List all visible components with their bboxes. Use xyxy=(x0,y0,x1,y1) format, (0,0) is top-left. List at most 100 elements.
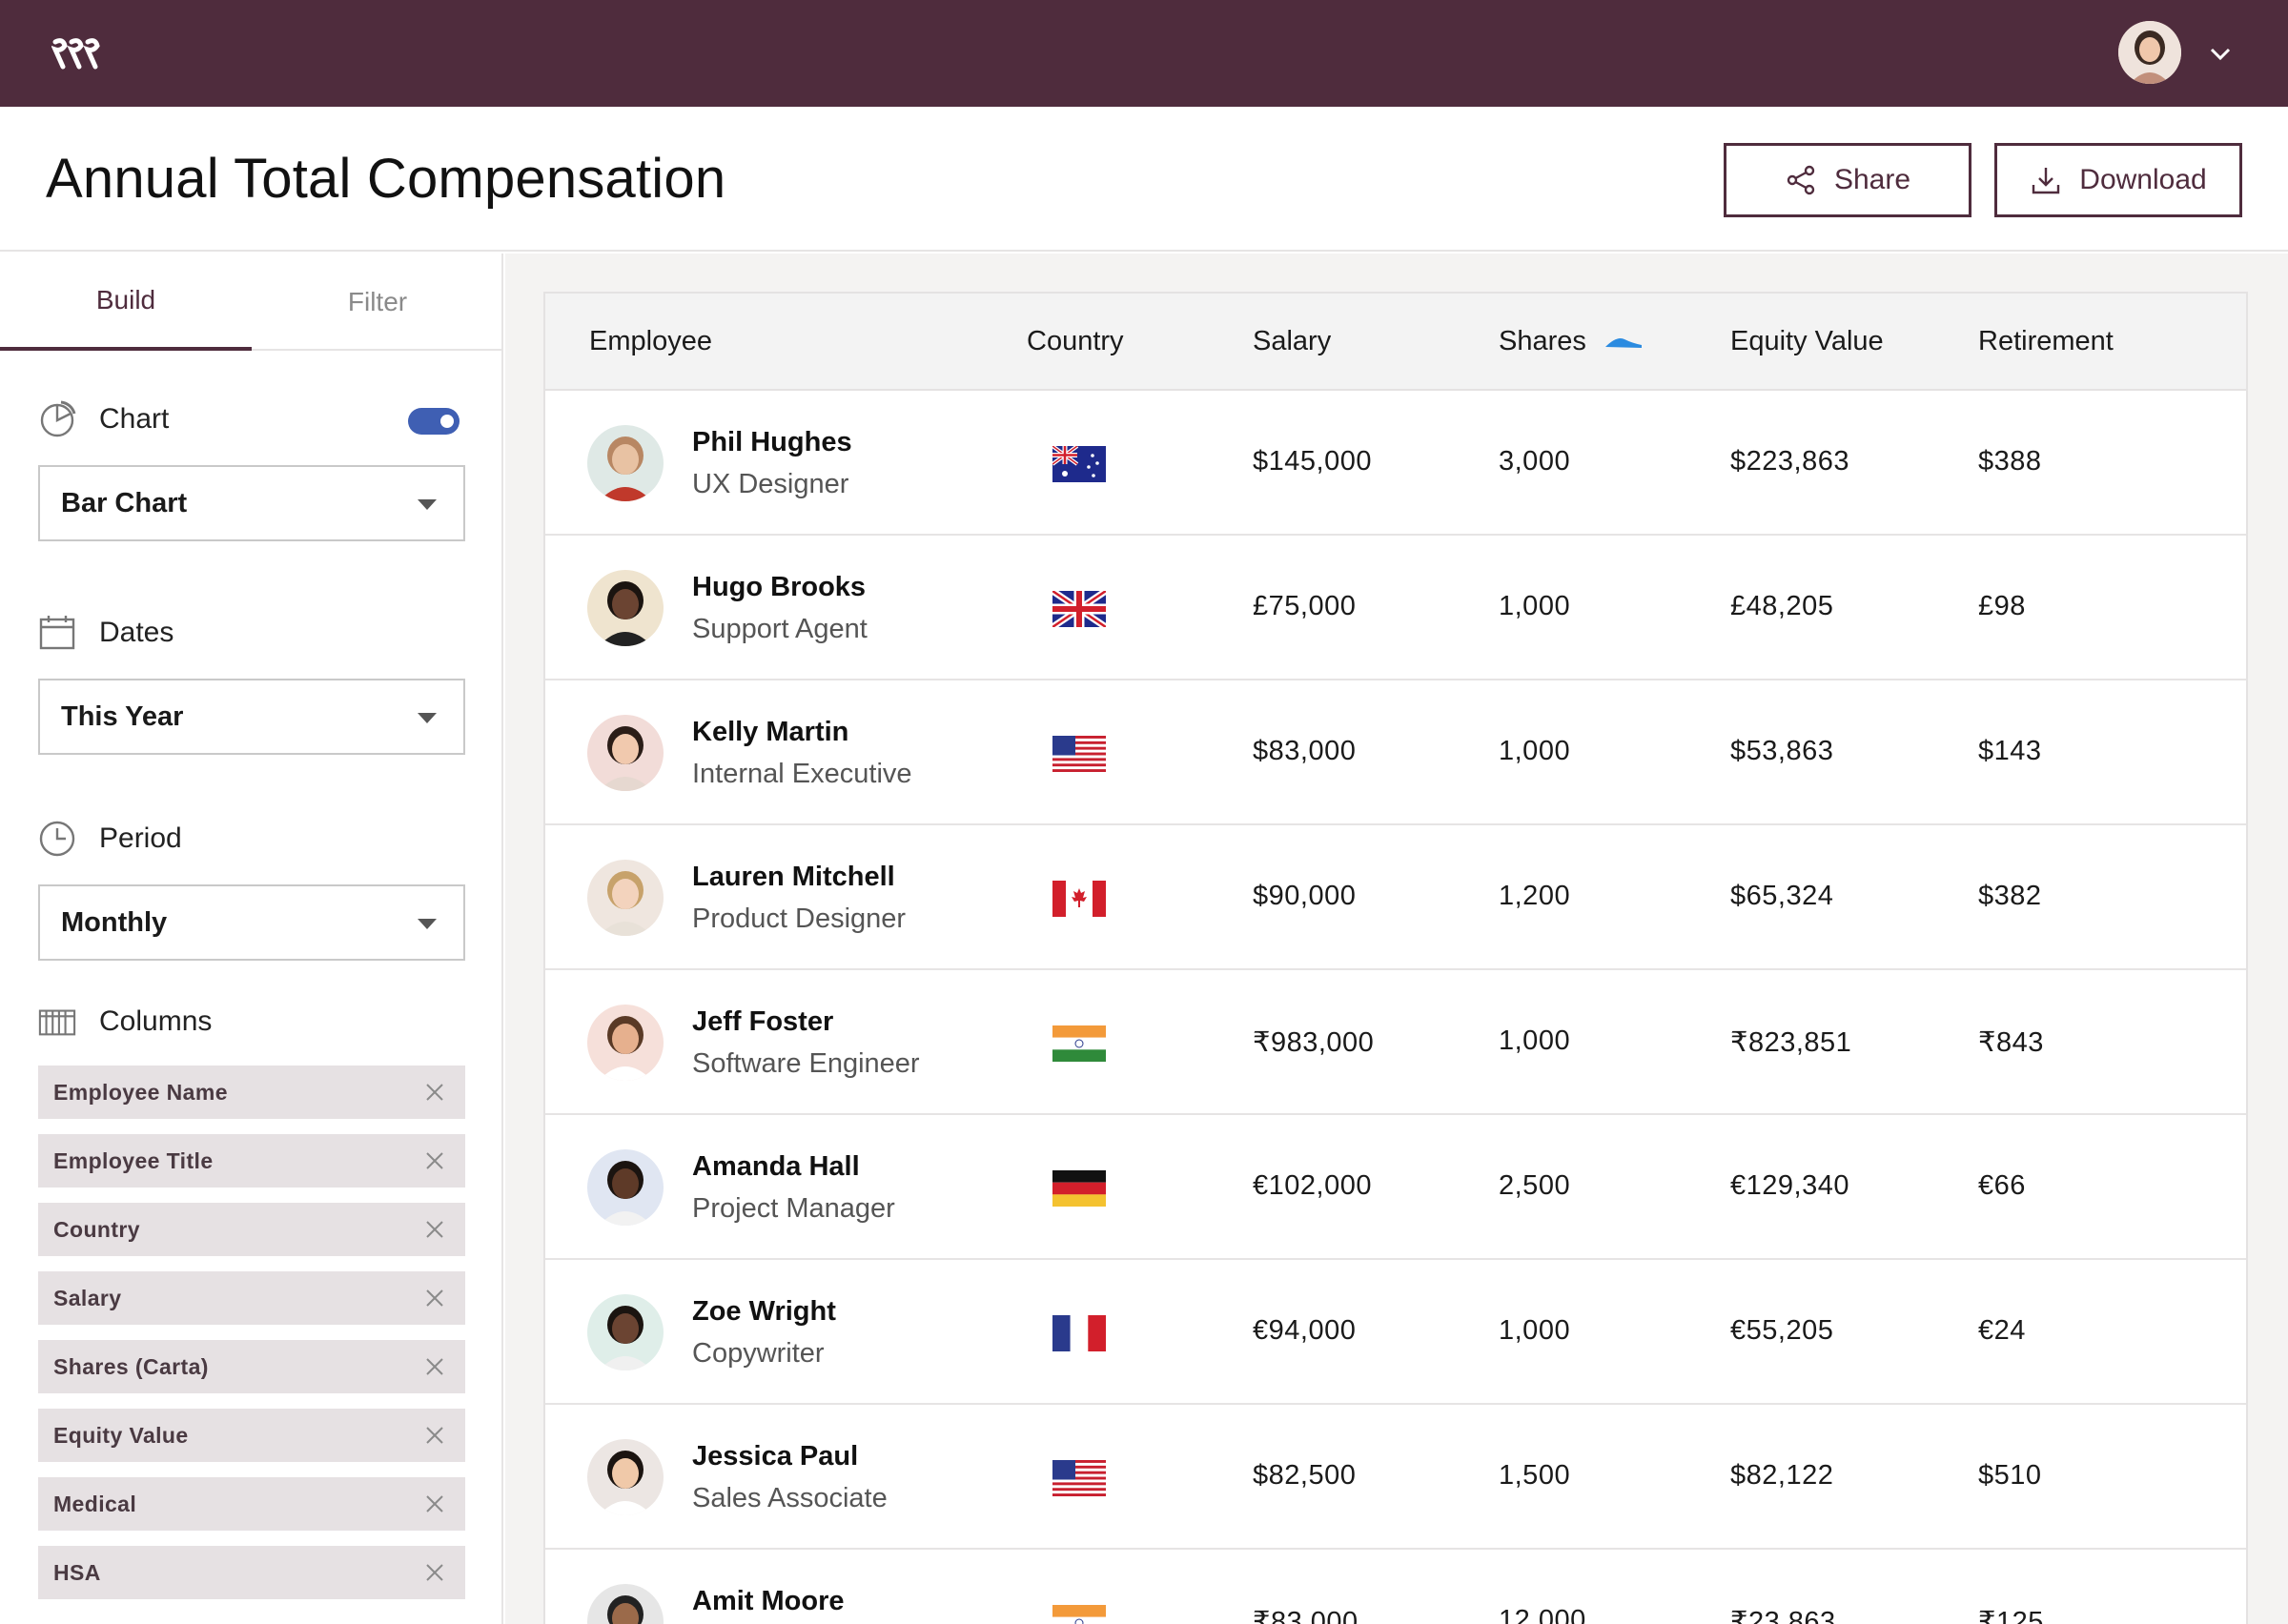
shares-cell: 1,000 xyxy=(1499,1315,1571,1346)
country-flag-icon xyxy=(1052,446,1106,482)
user-avatar[interactable] xyxy=(2118,21,2181,84)
clock-icon xyxy=(38,820,76,858)
equity-value-cell: ₹823,851 xyxy=(1730,1027,1852,1058)
period-select[interactable]: Monthly xyxy=(38,884,465,961)
columns-section-label: Columns xyxy=(38,1003,212,1041)
table-row[interactable]: Phil Hughes UX Designer $145,000 3,000 $223,… xyxy=(545,391,2246,536)
col-header-shares[interactable]: Shares xyxy=(1499,326,1586,356)
col-header-equity-value[interactable]: Equity Value xyxy=(1730,326,1884,356)
remove-column-icon[interactable] xyxy=(423,1287,446,1309)
retirement-cell: $510 xyxy=(1978,1460,2042,1491)
employee-avatar[interactable] xyxy=(587,715,664,791)
caret-down-icon xyxy=(418,499,437,510)
country-flag-icon xyxy=(1052,1605,1106,1624)
country-flag-icon xyxy=(1052,591,1106,627)
chart-toggle[interactable] xyxy=(408,408,460,435)
col-header-country[interactable]: Country xyxy=(1027,326,1124,356)
shares-cell: 3,000 xyxy=(1499,446,1571,477)
table-row[interactable]: Lauren Mitchell Product Designer $90,000 1,… xyxy=(545,825,2246,970)
page-title: Annual Total Compensation xyxy=(46,148,726,210)
remove-column-icon[interactable] xyxy=(423,1561,446,1584)
remove-column-icon[interactable] xyxy=(423,1081,446,1104)
column-chip-label: HSA xyxy=(53,1559,101,1585)
shares-cell: 1,000 xyxy=(1499,736,1571,766)
employee-avatar[interactable] xyxy=(587,1439,664,1515)
employee-name: Amit Moore xyxy=(692,1586,845,1616)
table-row[interactable]: Hugo Brooks Support Agent £75,000 1,000 £48,… xyxy=(545,536,2246,680)
share-icon xyxy=(1787,165,1815,195)
column-chip-label: Equity Value xyxy=(53,1422,189,1448)
table-row[interactable]: Amit Moore ₹83,000 12,000 ₹23,863 ₹125 xyxy=(545,1550,2246,1624)
column-chip: Salary xyxy=(38,1271,465,1325)
table-row[interactable]: Jessica Paul Sales Associate $82,500 1,500 $… xyxy=(545,1405,2246,1550)
retirement-cell: €24 xyxy=(1978,1315,2026,1346)
table-row[interactable]: Jeff Foster Software Engineer ₹983,000 1,00… xyxy=(545,970,2246,1115)
download-button[interactable]: Download xyxy=(1994,143,2242,217)
main-content: Employee Country Salary Shares Equity Va… xyxy=(505,254,2288,1624)
salary-cell: $83,000 xyxy=(1253,736,1357,766)
remove-column-icon[interactable] xyxy=(423,1492,446,1515)
employee-avatar[interactable] xyxy=(587,860,664,936)
retirement-cell: £98 xyxy=(1978,591,2026,621)
column-chip-label: Employee Name xyxy=(53,1079,228,1105)
salary-cell: £75,000 xyxy=(1253,591,1357,621)
employee-title: Support Agent xyxy=(692,614,868,644)
retirement-cell: $382 xyxy=(1978,881,2042,911)
salary-cell: $90,000 xyxy=(1253,881,1357,911)
salary-cell: ₹83,000 xyxy=(1253,1607,1358,1624)
equity-value-cell: €129,340 xyxy=(1730,1170,1849,1201)
period-value: Monthly xyxy=(61,906,168,938)
col-header-salary[interactable]: Salary xyxy=(1253,326,1332,356)
chart-type-value: Bar Chart xyxy=(61,487,188,518)
employee-avatar[interactable] xyxy=(587,1584,664,1624)
calendar-icon xyxy=(38,614,76,652)
tab-build[interactable]: Build xyxy=(0,254,252,351)
employee-avatar[interactable] xyxy=(587,1294,664,1370)
employee-avatar[interactable] xyxy=(587,1149,664,1226)
tab-filter[interactable]: Filter xyxy=(347,287,408,316)
employee-title: UX Designer xyxy=(692,469,849,499)
column-chip: Employee Title xyxy=(38,1134,465,1188)
top-bar xyxy=(0,0,2288,107)
period-section-label: Period xyxy=(38,820,182,858)
employee-name: Phil Hughes xyxy=(692,427,852,457)
dates-value: This Year xyxy=(61,700,184,732)
table-row[interactable]: Zoe Wright Copywriter €94,000 1,000 €55,205 €… xyxy=(545,1260,2246,1405)
employee-name: Zoe Wright xyxy=(692,1296,836,1327)
employee-name: Jessica Paul xyxy=(692,1441,859,1472)
column-chip-label: Country xyxy=(53,1216,140,1242)
equity-value-cell: ₹23,863 xyxy=(1730,1607,1836,1624)
col-header-retirement[interactable]: Retirement xyxy=(1978,326,2114,356)
employee-name: Lauren Mitchell xyxy=(692,862,895,892)
employee-title: Internal Executive xyxy=(692,759,912,789)
salary-cell: €102,000 xyxy=(1253,1170,1372,1201)
share-button[interactable]: Share xyxy=(1724,143,1971,217)
col-header-employee[interactable]: Employee xyxy=(589,326,712,356)
remove-column-icon[interactable] xyxy=(423,1355,446,1378)
shares-cell: 1,000 xyxy=(1499,591,1571,621)
shares-cell: 1,200 xyxy=(1499,881,1571,911)
employee-name: Jeff Foster xyxy=(692,1006,834,1037)
country-flag-icon xyxy=(1052,736,1106,772)
table-row[interactable]: Amanda Hall Project Manager €102,000 2,500 €… xyxy=(545,1115,2246,1260)
logo-icon[interactable] xyxy=(51,34,103,72)
shares-cell: 12,000 xyxy=(1499,1605,1586,1624)
dates-select[interactable]: This Year xyxy=(38,679,465,755)
chart-section-label: Chart xyxy=(38,400,169,438)
chevron-down-icon[interactable] xyxy=(2208,42,2233,65)
remove-column-icon[interactable] xyxy=(423,1149,446,1172)
columns-label: Columns xyxy=(99,1005,213,1037)
table-row[interactable]: Kelly Martin Internal Executive $83,000 1,0… xyxy=(545,680,2246,825)
sort-indicator-icon[interactable] xyxy=(1604,335,1644,351)
chart-type-select[interactable]: Bar Chart xyxy=(38,465,465,541)
column-chip: Country xyxy=(38,1203,465,1256)
remove-column-icon[interactable] xyxy=(423,1218,446,1241)
employee-title: Copywriter xyxy=(692,1338,825,1369)
employee-avatar[interactable] xyxy=(587,570,664,646)
employee-avatar[interactable] xyxy=(587,425,664,501)
employee-avatar[interactable] xyxy=(587,1005,664,1081)
retirement-cell: €66 xyxy=(1978,1170,2026,1201)
equity-value-cell: €55,205 xyxy=(1730,1315,1834,1346)
chart-label: Chart xyxy=(99,403,170,435)
remove-column-icon[interactable] xyxy=(423,1424,446,1447)
